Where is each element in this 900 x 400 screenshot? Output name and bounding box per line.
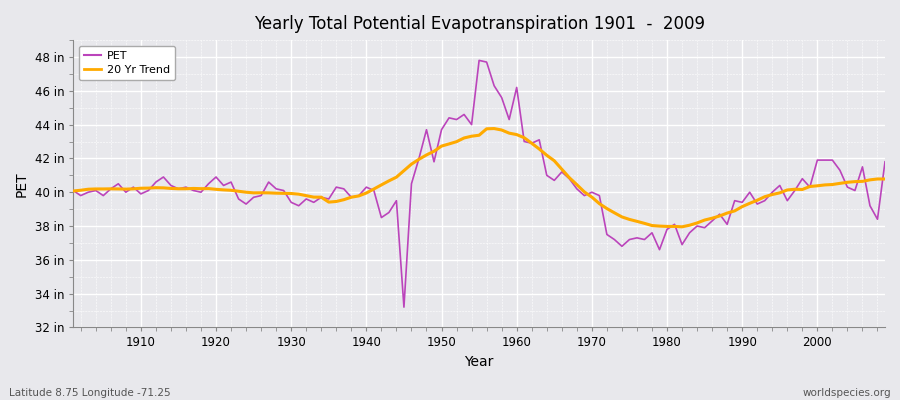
Title: Yearly Total Potential Evapotranspiration 1901  -  2009: Yearly Total Potential Evapotranspiratio… [254, 15, 705, 33]
Text: worldspecies.org: worldspecies.org [803, 388, 891, 398]
Legend: PET, 20 Yr Trend: PET, 20 Yr Trend [79, 46, 176, 80]
Text: Latitude 8.75 Longitude -71.25: Latitude 8.75 Longitude -71.25 [9, 388, 171, 398]
Y-axis label: PET: PET [15, 171, 29, 196]
X-axis label: Year: Year [464, 355, 494, 369]
